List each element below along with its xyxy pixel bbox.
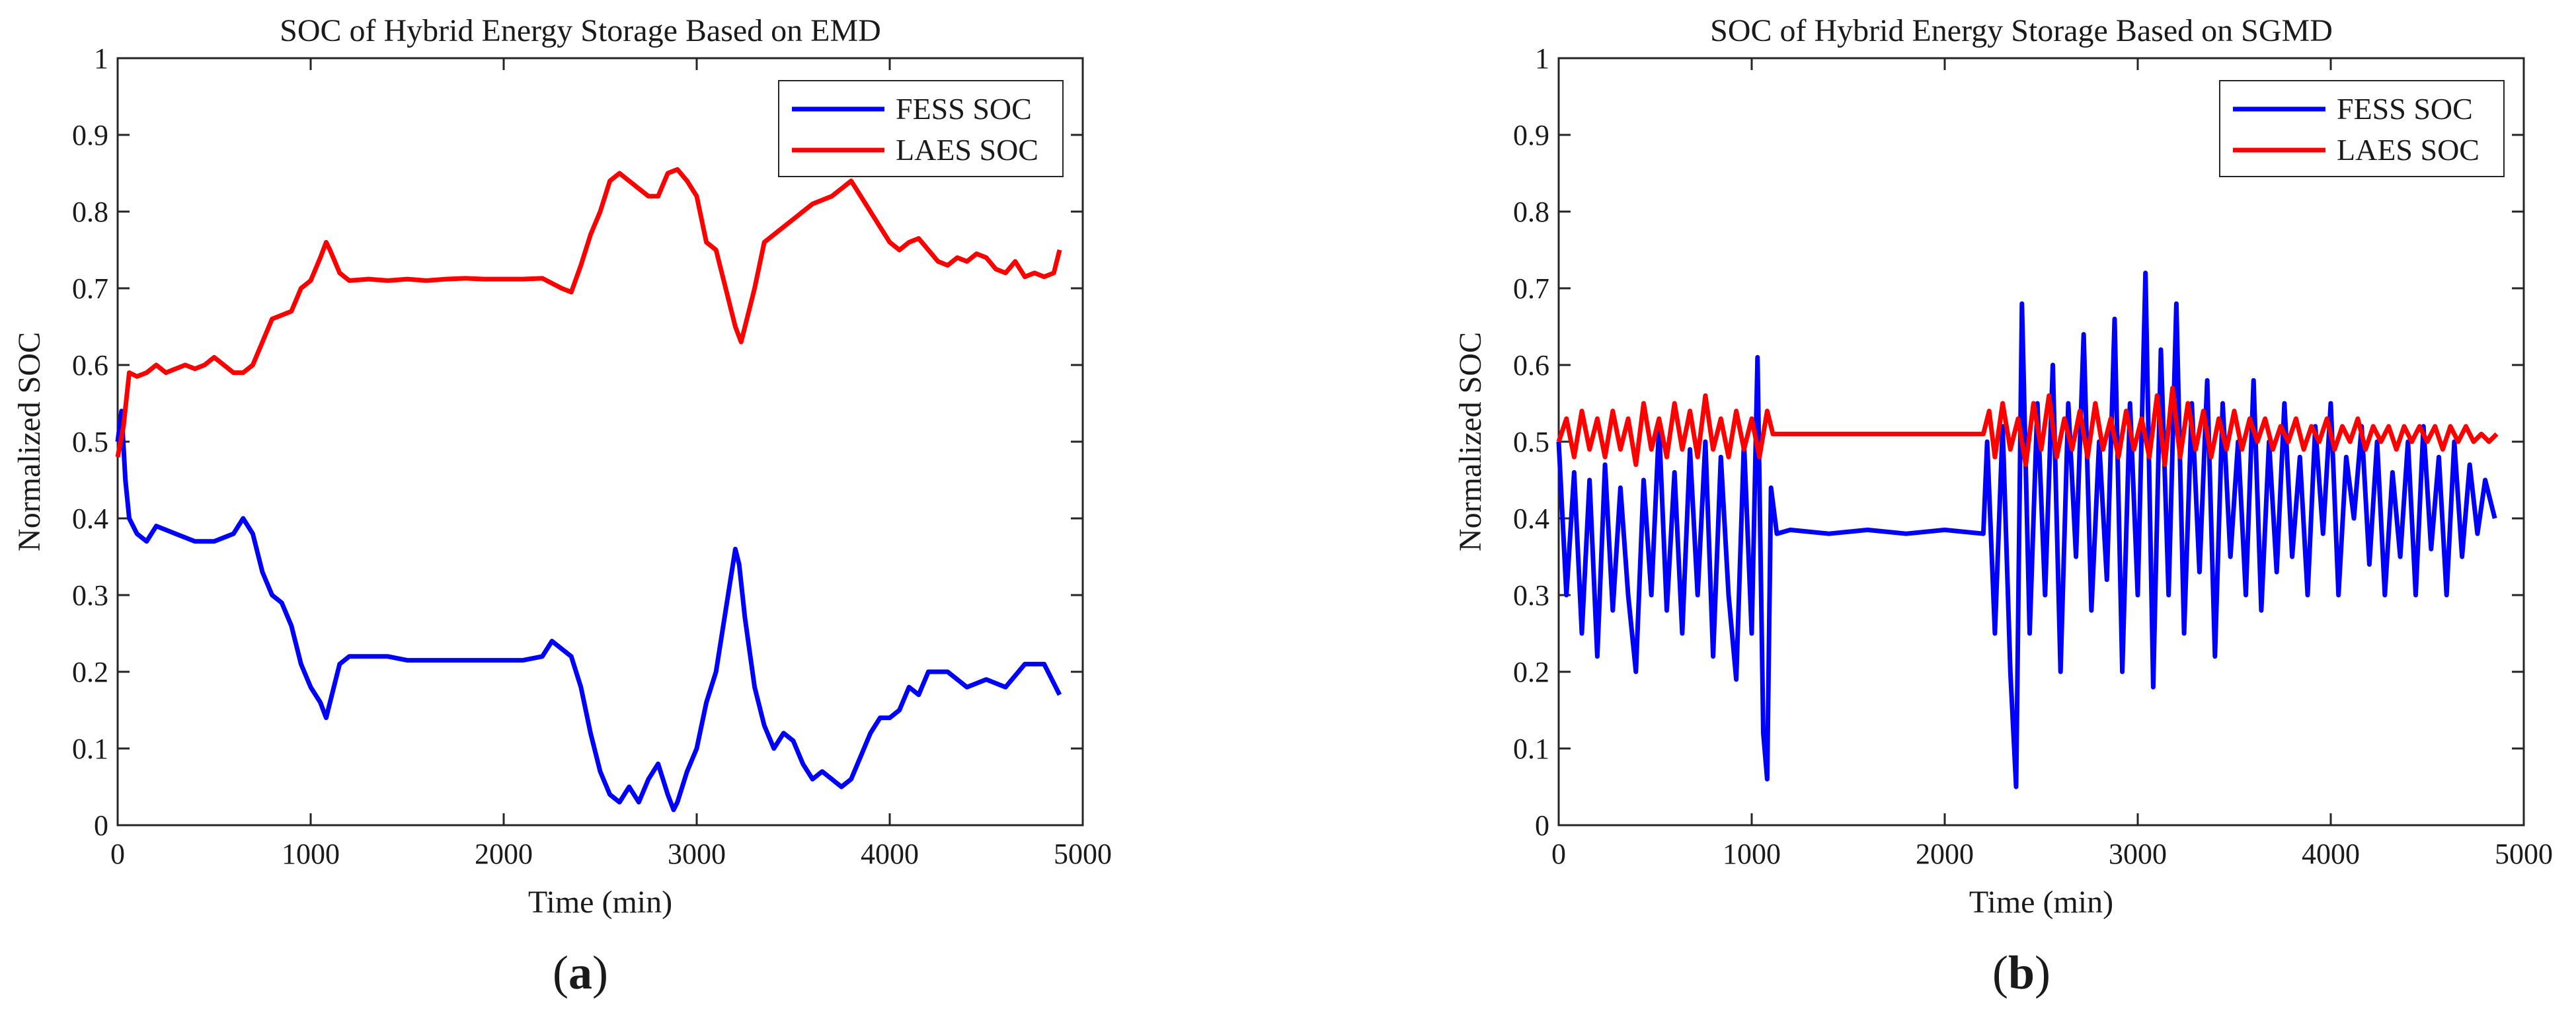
x-axis-title: Time (min) <box>1969 885 2113 920</box>
y-tick-label: 0.9 <box>72 119 108 151</box>
laes-soc-line <box>115 167 1062 458</box>
y-axis: 0 0.1 0.2 0.3 0.4 0.5 0.6 0.7 0.8 0.9 1 <box>72 42 1083 842</box>
x-axis: 0 1000 2000 3000 4000 5000 <box>1551 58 2553 870</box>
panel-letter: b <box>2008 946 2035 999</box>
panel-letter: a <box>568 946 592 999</box>
x-tick-label: 0 <box>1551 838 1566 870</box>
y-tick-label: 0.4 <box>1513 503 1549 535</box>
y-tick-label: 0.3 <box>1513 579 1549 612</box>
legend-box <box>2219 80 2505 177</box>
laes-soc-line <box>1556 385 2499 467</box>
legend: FESS SOC LAES SOC <box>2219 80 2505 177</box>
y-tick-label: 0.9 <box>1513 119 1549 151</box>
x-tick-label: 1000 <box>1723 838 1781 870</box>
x-tick-label: 2000 <box>1916 838 1974 870</box>
x-tick-label: 3000 <box>2109 838 2167 870</box>
y-tick-label: 0.1 <box>1513 733 1549 765</box>
y-axis: 0 0.1 0.2 0.3 0.4 0.5 0.6 0.7 0.8 0.9 1 <box>1513 42 2524 842</box>
x-axis-title: Time (min) <box>528 885 672 920</box>
x-tick-label: 4000 <box>861 838 919 870</box>
x-tick-label: 1000 <box>282 838 340 870</box>
y-tick-label: 0 <box>1535 809 1549 842</box>
y-tick-label: 0.5 <box>1513 426 1549 458</box>
y-tick-label: 0.6 <box>72 349 108 382</box>
panel-label: (b) <box>1992 946 2050 999</box>
y-tick-label: 1 <box>94 42 108 75</box>
x-tick-label: 3000 <box>668 838 726 870</box>
x-tick-label: 4000 <box>2302 838 2360 870</box>
legend-label-laes: LAES SOC <box>2337 133 2479 167</box>
y-tick-label: 0.8 <box>72 196 108 228</box>
y-tick-label: 0.7 <box>1513 272 1549 305</box>
y-tick-label: 0.8 <box>1513 196 1549 228</box>
chart-panel-a: SOC of Hybrid Energy Storage Based on EM… <box>12 13 1112 999</box>
y-tick-label: 0.7 <box>72 272 108 305</box>
x-tick-label: 5000 <box>2495 838 2553 870</box>
chart-title: SOC of Hybrid Energy Storage Based on SG… <box>1710 13 2333 48</box>
panel-label: (a) <box>553 946 608 999</box>
fess-soc-line <box>115 409 1062 813</box>
y-tick-label: 0 <box>94 809 108 842</box>
y-tick-label: 0.4 <box>72 503 108 535</box>
y-axis-title: Normalized SOC <box>1453 332 1488 551</box>
legend-label-fess: FESS SOC <box>896 92 1032 126</box>
legend: FESS SOC LAES SOC <box>778 80 1064 177</box>
y-tick-label: 0.5 <box>72 426 108 458</box>
legend-label-laes: LAES SOC <box>896 133 1038 167</box>
y-tick-label: 0.2 <box>72 656 108 688</box>
y-tick-label: 0.1 <box>72 733 108 765</box>
legend-box <box>778 80 1064 177</box>
x-axis: 0 1000 2000 3000 4000 5000 <box>110 58 1112 870</box>
x-tick-label: 2000 <box>475 838 533 870</box>
x-tick-label: 0 <box>110 838 125 870</box>
y-axis-title: Normalized SOC <box>12 332 47 551</box>
series-layer <box>115 167 1062 813</box>
fess-soc-line <box>1556 270 2497 789</box>
y-tick-label: 0.6 <box>1513 349 1549 382</box>
plot-area <box>116 57 1084 827</box>
chart-panel-b: SOC of Hybrid Energy Storage Based on SG… <box>1453 13 2553 999</box>
series-layer <box>1556 270 2499 789</box>
y-tick-label: 0.2 <box>1513 656 1549 688</box>
y-tick-label: 1 <box>1535 42 1549 75</box>
legend-label-fess: FESS SOC <box>2337 92 2473 126</box>
x-tick-label: 5000 <box>1054 838 1112 870</box>
y-tick-label: 0.3 <box>72 579 108 612</box>
chart-title: SOC of Hybrid Energy Storage Based on EM… <box>280 13 881 48</box>
